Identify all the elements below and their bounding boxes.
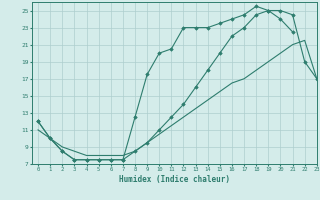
X-axis label: Humidex (Indice chaleur): Humidex (Indice chaleur) (119, 175, 230, 184)
